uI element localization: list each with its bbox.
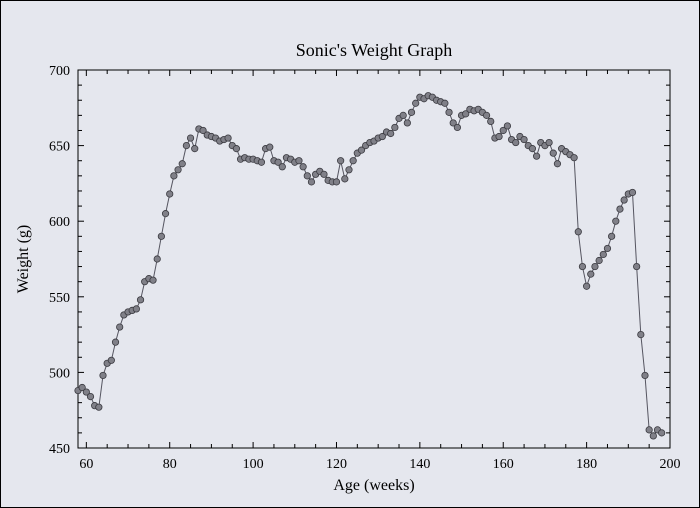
data-point <box>192 145 198 151</box>
data-point <box>87 393 93 399</box>
chart-title: Sonic's Weight Graph <box>296 40 452 60</box>
data-point <box>321 171 327 177</box>
data-point <box>183 142 189 148</box>
data-point <box>621 197 627 203</box>
data-point <box>483 112 489 118</box>
x-tick-label: 180 <box>576 457 597 472</box>
data-point <box>167 191 173 197</box>
data-point <box>412 100 418 106</box>
data-point <box>333 179 339 185</box>
data-point <box>638 331 644 337</box>
data-point <box>488 118 494 124</box>
data-point <box>604 245 610 251</box>
data-point <box>342 176 348 182</box>
data-point <box>608 233 614 239</box>
data-point <box>592 263 598 269</box>
y-tick-label: 500 <box>49 366 70 381</box>
data-point <box>579 263 585 269</box>
data-point <box>529 145 535 151</box>
data-point <box>521 136 527 142</box>
data-point <box>646 427 652 433</box>
data-point <box>513 139 519 145</box>
data-point <box>446 109 452 115</box>
x-tick-label: 60 <box>79 457 93 472</box>
data-point <box>225 135 231 141</box>
y-tick-label: 650 <box>49 140 70 155</box>
data-point <box>308 179 314 185</box>
data-point <box>350 158 356 164</box>
data-point <box>650 433 656 439</box>
data-point <box>442 100 448 106</box>
data-point <box>571 155 577 161</box>
y-tick-label: 550 <box>49 291 70 306</box>
data-point <box>162 210 168 216</box>
data-point <box>187 135 193 141</box>
weight-chart: Sonic's Weight Graph Age (weeks) Weight (g… <box>0 0 700 508</box>
data-point <box>496 133 502 139</box>
chart-svg: Sonic's Weight Graph Age (weeks) Weight (g… <box>0 0 700 508</box>
data-point <box>408 109 414 115</box>
data-point <box>387 130 393 136</box>
data-point <box>658 430 664 436</box>
data-point <box>258 159 264 165</box>
data-point <box>600 251 606 257</box>
data-point <box>279 164 285 170</box>
data-point <box>575 229 581 235</box>
data-point <box>158 233 164 239</box>
data-point <box>546 139 552 145</box>
x-tick-label: 100 <box>243 457 264 472</box>
data-point <box>179 161 185 167</box>
data-point <box>154 256 160 262</box>
data-point <box>267 144 273 150</box>
x-tick-label: 160 <box>493 457 514 472</box>
data-point <box>404 120 410 126</box>
data-point <box>629 189 635 195</box>
y-tick-label: 600 <box>49 215 70 230</box>
data-point <box>133 306 139 312</box>
data-point <box>613 218 619 224</box>
data-point <box>454 124 460 130</box>
data-point <box>346 167 352 173</box>
data-point <box>633 263 639 269</box>
data-point <box>108 357 114 363</box>
data-point <box>392 124 398 130</box>
data-point <box>617 206 623 212</box>
data-point <box>588 271 594 277</box>
data-point <box>300 164 306 170</box>
data-point <box>533 153 539 159</box>
data-point <box>100 372 106 378</box>
x-tick-label: 140 <box>409 457 430 472</box>
data-point <box>550 150 556 156</box>
data-point <box>171 173 177 179</box>
data-point <box>504 123 510 129</box>
data-point <box>337 158 343 164</box>
x-tick-label: 80 <box>163 457 177 472</box>
data-point <box>233 145 239 151</box>
data-point <box>304 173 310 179</box>
x-tick-label: 200 <box>660 457 681 472</box>
data-point <box>642 372 648 378</box>
x-axis-label: Age (weeks) <box>333 477 414 494</box>
y-axis-label: Weight (g) <box>15 225 32 293</box>
data-point <box>96 404 102 410</box>
y-tick-label: 700 <box>49 64 70 79</box>
data-point <box>116 324 122 330</box>
data-point <box>150 277 156 283</box>
data-point <box>175 167 181 173</box>
x-tick-label: 120 <box>326 457 347 472</box>
data-point <box>400 112 406 118</box>
data-point <box>296 158 302 164</box>
data-point <box>583 283 589 289</box>
data-point <box>554 161 560 167</box>
data-point <box>596 257 602 263</box>
data-point <box>112 339 118 345</box>
y-tick-label: 450 <box>49 442 70 457</box>
data-point <box>137 297 143 303</box>
